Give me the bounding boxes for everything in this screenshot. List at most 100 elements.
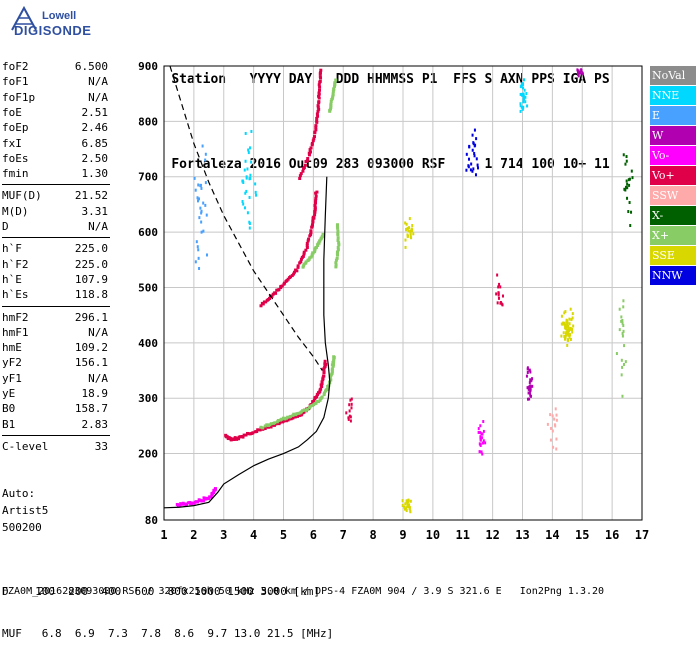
trace-point	[315, 112, 319, 116]
logo-line1: Lowell	[42, 10, 77, 22]
trace-point	[270, 294, 274, 298]
echo-point	[521, 86, 524, 90]
echo-point	[194, 188, 197, 192]
echo-point	[200, 211, 203, 215]
trace-point	[337, 243, 341, 247]
trace-point	[308, 148, 312, 152]
echo-point	[566, 338, 569, 342]
trace-point	[251, 431, 255, 435]
header-value: Out09	[288, 157, 328, 172]
trace-point	[305, 407, 309, 411]
trace-point	[269, 425, 273, 429]
header-label: DDD	[335, 72, 360, 87]
echo-point	[250, 129, 253, 133]
echo-point	[520, 105, 523, 109]
echo-point	[572, 324, 575, 328]
echo-point	[198, 197, 201, 201]
echo-point	[409, 499, 412, 503]
echo-point	[200, 209, 203, 213]
param-name: fmin	[2, 167, 29, 181]
echo-point	[408, 217, 411, 221]
trace-point	[311, 219, 315, 223]
trace-point	[335, 256, 339, 260]
echo-point	[497, 291, 500, 295]
echo-point	[403, 505, 406, 509]
echo-point	[529, 394, 532, 398]
trace-point	[334, 263, 338, 267]
echo-point	[196, 245, 199, 249]
echo-point	[198, 266, 201, 270]
muf-table: D 100 200 400 600 800 1000 1500 3000 [km…	[2, 557, 333, 655]
echo-point	[405, 222, 408, 226]
echo-point	[348, 403, 351, 407]
param-row: hmE 109.2	[2, 341, 108, 356]
echo-point	[569, 307, 572, 311]
echo-point	[524, 100, 527, 104]
trace-point	[232, 438, 236, 442]
trace-point	[311, 139, 315, 143]
echo-point	[624, 188, 627, 192]
echo-point	[621, 318, 624, 322]
echo-point	[522, 105, 525, 109]
x-tick-label: 15	[575, 528, 589, 542]
trace-point	[318, 390, 322, 394]
echo-point	[247, 148, 250, 152]
echo-point	[407, 505, 410, 509]
echo-point	[473, 128, 476, 132]
echo-point	[566, 328, 569, 332]
trace-point	[315, 119, 319, 123]
echo-point	[482, 420, 485, 424]
echo-point	[628, 183, 631, 187]
echo-point	[472, 141, 475, 145]
trace-point	[322, 367, 326, 371]
echo-point	[465, 152, 468, 156]
header-value: 093000	[367, 157, 414, 172]
echo-point	[563, 334, 566, 338]
echo-point	[528, 391, 531, 395]
trace-point	[259, 304, 263, 308]
legend-item: SSE	[650, 246, 696, 265]
trace-point	[286, 277, 290, 281]
trace-point	[276, 418, 280, 422]
trace-point	[303, 163, 307, 167]
param-name: hmF1	[2, 325, 29, 339]
echo-point	[345, 411, 348, 415]
panel-separator	[2, 434, 110, 436]
trace-point	[263, 424, 267, 428]
trace-point	[302, 264, 306, 268]
x-tick-label: 6	[310, 528, 317, 542]
param-name: hmE	[2, 341, 22, 355]
echo-point	[521, 107, 524, 111]
echo-point	[481, 441, 484, 445]
echo-point	[201, 144, 204, 148]
echo-point	[404, 221, 407, 225]
trace-point	[289, 275, 293, 279]
echo-point	[199, 206, 202, 210]
trace-point	[314, 199, 318, 203]
param-row: foEs 2.50	[2, 152, 108, 167]
echo-point	[519, 104, 522, 108]
echo-point	[411, 224, 414, 228]
ionogram-chart: 1 2 3 4 5 6 7 8 9 10 11 12 13 14 15 16 17802003004005006…	[138, 60, 649, 542]
echo-point	[624, 360, 627, 364]
footer-info: FZA0M_2016283093000.RSF / 320fx256h 50 k…	[2, 586, 605, 597]
trace-point	[278, 420, 282, 424]
echo-point	[350, 402, 353, 406]
distance-value: 100	[35, 585, 55, 598]
param-row: yE 18.9	[2, 387, 108, 402]
echo-point	[195, 240, 198, 244]
trace-point	[331, 89, 335, 93]
echo-point	[630, 210, 633, 214]
trace-point	[315, 395, 319, 399]
param-row: hmF1 N/A	[2, 326, 108, 341]
trace-point	[323, 364, 327, 368]
echo-point	[622, 324, 625, 328]
echo-point	[526, 370, 529, 374]
trace-point	[293, 415, 297, 419]
param-row: foF1p N/A	[2, 91, 108, 106]
param-value: 18.9	[81, 387, 109, 400]
echo-point	[526, 104, 529, 108]
trace-point	[314, 201, 318, 205]
trace-point	[209, 495, 213, 499]
logo-line2: DIGISONDE	[14, 23, 92, 38]
